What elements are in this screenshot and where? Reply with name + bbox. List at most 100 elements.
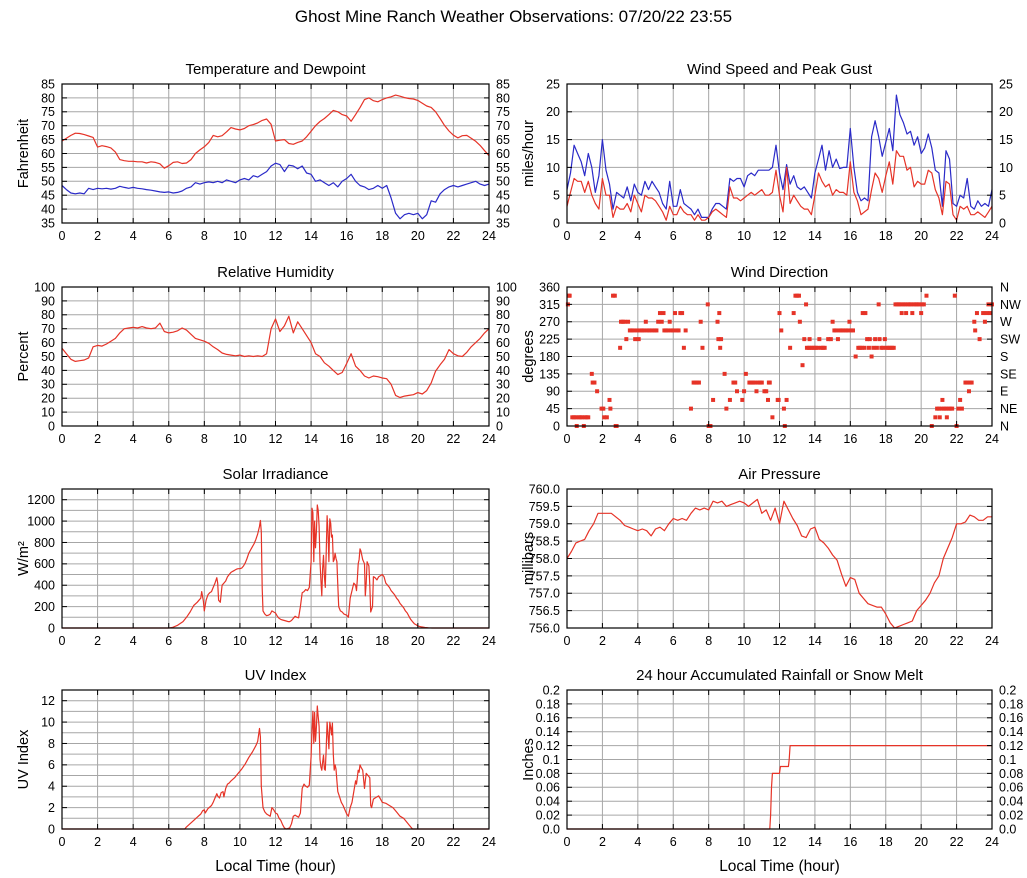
chart-title: Air Pressure (738, 466, 821, 483)
svg-text:22: 22 (950, 634, 964, 648)
chart-air-pressure: 0 2 4 6 8 10 12 14 16 18 20 22 24756.0756.5757.0757.… (521, 466, 999, 648)
svg-text:16: 16 (843, 432, 857, 446)
svg-text:0: 0 (553, 419, 560, 433)
chart-rainfall: 0 2 4 6 8 10 12 14 16 18 20 22 240.0 0.00.02 0.020.04 0… (521, 667, 1023, 875)
y-tick-labels: 0 0 5 5 10 10 15 15 20 20 25 25 (546, 77, 1013, 230)
svg-text:20: 20 (546, 105, 560, 119)
svg-text:0.08: 0.08 (536, 767, 560, 781)
series-wind-speed (566, 150, 993, 221)
svg-text:0.12: 0.12 (536, 739, 560, 753)
svg-text:0.14: 0.14 (999, 725, 1023, 739)
gridlines (567, 690, 992, 829)
svg-text:756.5: 756.5 (529, 604, 560, 618)
gridlines (62, 690, 489, 829)
svg-text:2: 2 (94, 229, 101, 243)
gridlines (567, 287, 992, 426)
svg-text:8: 8 (705, 432, 712, 446)
svg-text:4: 4 (634, 634, 641, 648)
svg-text:20: 20 (411, 634, 425, 648)
svg-text:30: 30 (41, 378, 55, 392)
svg-text:400: 400 (34, 579, 55, 593)
svg-text:55: 55 (41, 161, 55, 175)
svg-text:6: 6 (670, 835, 677, 849)
svg-text:270: 270 (539, 315, 560, 329)
svg-text:18: 18 (879, 835, 893, 849)
svg-text:14: 14 (304, 835, 318, 849)
svg-text:6: 6 (670, 229, 677, 243)
svg-text:0.0: 0.0 (543, 822, 560, 836)
tick-marks (566, 689, 993, 830)
svg-text:14: 14 (304, 432, 318, 446)
svg-text:E: E (1000, 385, 1008, 399)
svg-text:16: 16 (843, 634, 857, 648)
svg-text:20: 20 (914, 634, 928, 648)
svg-text:16: 16 (843, 229, 857, 243)
tick-marks (61, 286, 490, 427)
svg-text:40: 40 (496, 202, 510, 216)
chart-title: UV Index (245, 667, 307, 684)
svg-text:4: 4 (130, 229, 137, 243)
svg-text:4: 4 (130, 835, 137, 849)
series-uv (62, 705, 489, 830)
svg-text:16: 16 (843, 835, 857, 849)
svg-text:65: 65 (41, 133, 55, 147)
svg-text:30: 30 (496, 378, 510, 392)
svg-text:18: 18 (375, 432, 389, 446)
svg-text:55: 55 (496, 161, 510, 175)
svg-text:8: 8 (201, 835, 208, 849)
svg-text:0: 0 (48, 621, 55, 635)
y-tick-labels: 0 2 4 6 8 10 12 (41, 694, 55, 836)
svg-text:15: 15 (546, 133, 560, 147)
svg-text:6: 6 (670, 432, 677, 446)
svg-text:12: 12 (773, 835, 787, 849)
svg-text:1000: 1000 (27, 514, 55, 528)
svg-text:180: 180 (539, 350, 560, 364)
svg-text:14: 14 (808, 634, 822, 648)
svg-text:0: 0 (564, 432, 571, 446)
svg-text:24: 24 (482, 634, 496, 648)
svg-text:60: 60 (496, 147, 510, 161)
x-tick-labels: 0 2 4 6 8 10 12 14 16 18 20 22 24 (564, 835, 999, 849)
svg-text:12: 12 (773, 432, 787, 446)
svg-text:0.06: 0.06 (999, 781, 1023, 795)
svg-text:0.16: 0.16 (536, 711, 560, 725)
x-tick-labels: 0 2 4 6 8 10 12 14 16 18 20 22 24 (59, 634, 496, 648)
svg-text:90: 90 (496, 294, 510, 308)
svg-text:25: 25 (999, 77, 1013, 91)
svg-text:756.0: 756.0 (529, 621, 560, 635)
x-tick-labels: 0 2 4 6 8 10 12 14 16 18 20 22 24 (564, 432, 999, 446)
svg-text:45: 45 (41, 189, 55, 203)
svg-text:80: 80 (41, 308, 55, 322)
tick-marks (566, 83, 993, 224)
tick-marks (61, 83, 490, 224)
svg-text:10: 10 (737, 229, 751, 243)
svg-text:0.06: 0.06 (536, 781, 560, 795)
chart-title: Wind Speed and Peak Gust (687, 61, 873, 78)
svg-text:225: 225 (539, 333, 560, 347)
svg-text:75: 75 (41, 105, 55, 119)
svg-text:12: 12 (269, 634, 283, 648)
svg-text:0.12: 0.12 (999, 739, 1023, 753)
svg-text:60: 60 (41, 336, 55, 350)
svg-text:2: 2 (599, 634, 606, 648)
svg-text:80: 80 (41, 91, 55, 105)
x-tick-labels: 0 2 4 6 8 10 12 14 16 18 20 22 24 (59, 835, 496, 849)
svg-text:0: 0 (564, 229, 571, 243)
svg-text:85: 85 (496, 77, 510, 91)
svg-text:NE: NE (1000, 402, 1017, 416)
x-tick-labels: 0 2 4 6 8 10 12 14 16 18 20 22 24 (564, 229, 999, 243)
svg-text:759.5: 759.5 (529, 500, 560, 514)
svg-text:0.02: 0.02 (999, 808, 1023, 822)
tick-marks (61, 690, 490, 830)
chart-solar-irradiance: 0 2 4 6 8 10 12 14 16 18 20 22 240200400600800100012… (16, 466, 496, 648)
svg-text:24: 24 (482, 835, 496, 849)
svg-text:60: 60 (41, 147, 55, 161)
svg-text:0: 0 (553, 216, 560, 230)
svg-text:12: 12 (269, 835, 283, 849)
